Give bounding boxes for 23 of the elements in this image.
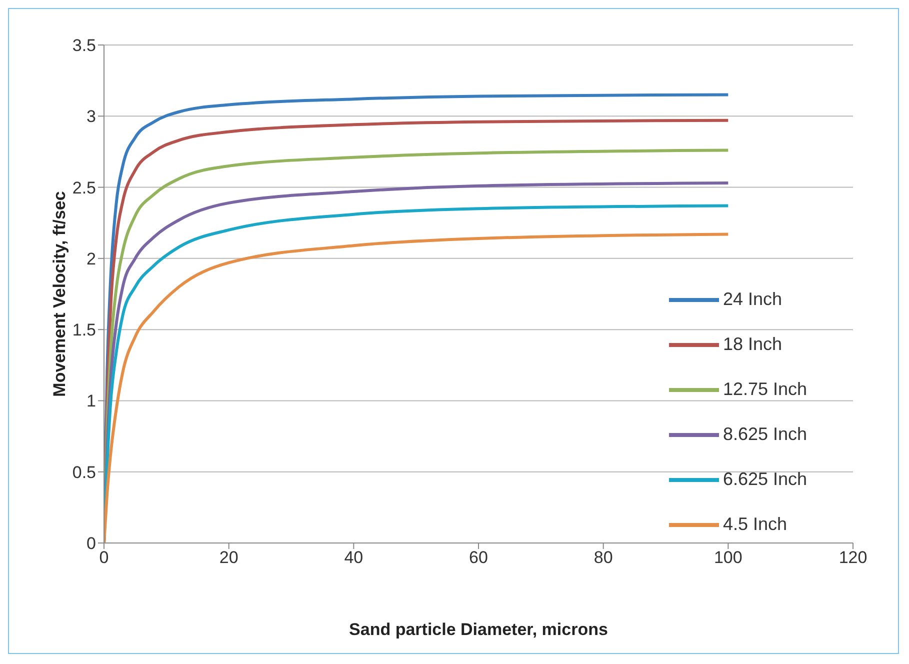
y-tick-label: 1	[86, 392, 96, 411]
legend-label: 12.75 Inch	[723, 379, 808, 400]
x-tick-label: 100	[714, 548, 742, 568]
legend-label: 8.625 Inch	[723, 424, 808, 445]
y-tick-label: 0.5	[72, 462, 96, 482]
x-tick-label: 60	[469, 548, 488, 568]
legend-label: 4.5 Inch	[723, 514, 788, 535]
x-tick-label: 80	[594, 548, 613, 568]
legend-label: 6.625 Inch	[723, 469, 808, 490]
y-tick-label: 3	[86, 107, 96, 126]
y-tick-label: 2.5	[72, 178, 96, 198]
legend-label: 24 Inch	[723, 289, 782, 310]
x-axis-title: Sand particle Diameter, microns	[349, 620, 608, 640]
legend-label: 18 Inch	[723, 334, 782, 355]
y-tick-label: 3.5	[72, 36, 96, 56]
x-tick-label: 120	[838, 548, 868, 568]
y-tick-label: 1.5	[72, 320, 96, 340]
y-tick-label: 0	[86, 534, 96, 554]
x-tick-label: 40	[344, 548, 364, 568]
y-tick-label: 2	[86, 249, 96, 268]
y-axis-title: Movement Velocity, ft/sec	[50, 191, 70, 397]
x-tick-label: 0	[99, 548, 109, 568]
x-tick-label: 20	[219, 548, 238, 568]
